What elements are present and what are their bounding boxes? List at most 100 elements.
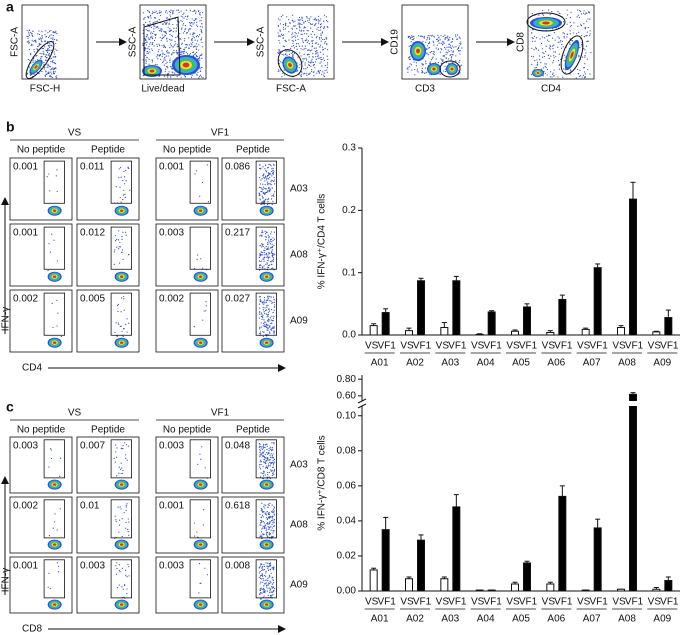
- event-dot: [157, 54, 159, 57]
- event-dot: [260, 531, 263, 533]
- event-dot: [264, 309, 267, 312]
- event-dot: [562, 76, 564, 78]
- density-blob: [264, 603, 269, 606]
- event-dot: [311, 40, 313, 42]
- event-dot: [273, 170, 275, 172]
- event-dot: [116, 238, 118, 240]
- event-dot: [323, 72, 325, 74]
- event-dot: [118, 472, 120, 474]
- event-dot: [318, 20, 320, 22]
- bar: [381, 529, 390, 592]
- event-dot: [585, 35, 587, 37]
- event-dot: [46, 66, 48, 68]
- event-dot: [307, 49, 309, 51]
- series-label: VS: [542, 341, 556, 352]
- density-blob: [198, 209, 203, 212]
- event-dot: [268, 264, 270, 267]
- event-dot: [261, 569, 263, 572]
- event-dot: [552, 62, 554, 64]
- event-dot: [539, 58, 541, 61]
- event-dot: [269, 188, 271, 190]
- event-dot: [303, 53, 305, 55]
- event-dot: [272, 466, 274, 468]
- plot-frame: [155, 496, 219, 554]
- event-dot: [269, 594, 272, 596]
- event-dot: [268, 325, 271, 327]
- event-dot: [577, 73, 579, 75]
- event-dot: [264, 254, 266, 256]
- event-dot: [151, 61, 154, 63]
- event-dot: [264, 180, 266, 182]
- event-dot: [46, 51, 49, 54]
- event-dot: [180, 43, 183, 45]
- event-dot: [198, 13, 201, 15]
- event-dot: [266, 448, 268, 451]
- event-dot: [421, 63, 423, 65]
- event-dot: [200, 76, 203, 78]
- event-dot: [312, 52, 314, 55]
- event-dot: [584, 73, 587, 75]
- event-dot: [265, 171, 268, 173]
- event-dot: [271, 456, 273, 458]
- event-dot: [144, 43, 146, 45]
- event-dot: [269, 240, 272, 242]
- event-dot: [51, 61, 53, 63]
- event-dot: [298, 25, 301, 27]
- event-dot: [259, 198, 261, 200]
- gate: [143, 16, 181, 76]
- event-dot: [267, 471, 269, 474]
- event-dot: [183, 52, 185, 55]
- event-dot: [258, 576, 260, 578]
- event-dot: [262, 231, 264, 233]
- event-dot: [553, 44, 555, 46]
- event-dot: [282, 37, 284, 39]
- event-dot: [184, 15, 186, 18]
- event-dot: [293, 44, 295, 47]
- event-dot: [272, 464, 275, 466]
- event-dot: [262, 527, 264, 529]
- event-dot: [170, 9, 172, 11]
- event-dot: [309, 50, 312, 52]
- event-dot: [48, 466, 50, 468]
- event-dot: [181, 53, 183, 55]
- event-dot: [171, 53, 173, 55]
- event-dot: [47, 31, 49, 34]
- event-dot: [261, 573, 263, 575]
- event-dot: [456, 48, 459, 50]
- gate-value: 0.012: [80, 228, 105, 239]
- bar: [369, 325, 378, 336]
- event-dot: [312, 40, 314, 42]
- event-dot: [304, 45, 307, 47]
- event-dot: [432, 40, 434, 42]
- event-dot: [531, 55, 533, 57]
- event-dot: [289, 21, 291, 24]
- event-dot: [176, 53, 178, 55]
- event-dot: [164, 21, 166, 24]
- series-label: VF1: [483, 597, 502, 608]
- event-dot: [428, 37, 431, 39]
- event-dot: [326, 43, 328, 45]
- event-dot: [326, 25, 328, 28]
- event-dot: [406, 68, 408, 70]
- event-dot: [149, 21, 151, 23]
- condition-label: No peptide: [163, 145, 212, 156]
- event-dot: [33, 40, 36, 42]
- event-dot: [126, 503, 128, 505]
- event-dot: [48, 72, 50, 75]
- event-dot: [41, 37, 44, 39]
- event-dot: [542, 14, 545, 16]
- event-dot: [259, 589, 261, 591]
- series-label: VF1: [448, 597, 467, 608]
- event-dot: [311, 68, 313, 71]
- event-dot: [44, 46, 46, 48]
- event-dot: [263, 203, 265, 205]
- event-dot: [144, 47, 146, 49]
- event-dot: [563, 36, 565, 38]
- event-dot: [164, 53, 166, 56]
- event-dot: [283, 45, 285, 48]
- event-dot: [182, 16, 184, 18]
- event-dot: [259, 445, 261, 447]
- event-dot: [148, 10, 150, 13]
- density-blob: [198, 483, 203, 486]
- event-dot: [183, 75, 186, 77]
